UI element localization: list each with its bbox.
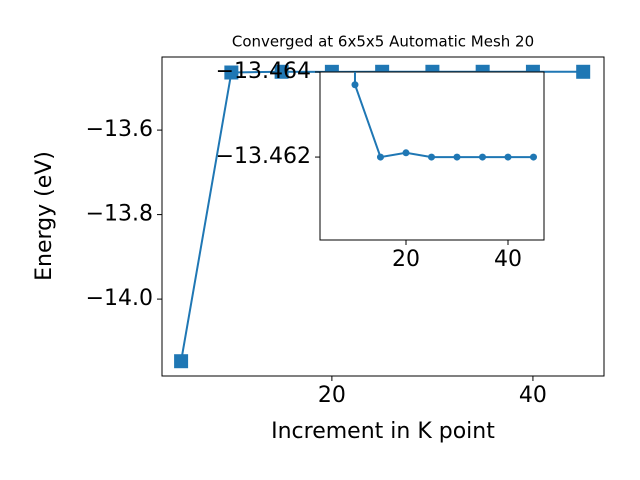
y-tick-label: −13.8 — [86, 202, 153, 227]
data-point — [351, 81, 359, 89]
data-point — [504, 153, 512, 161]
x-tick-label: 20 — [318, 383, 346, 408]
data-point — [274, 64, 289, 79]
data-point — [576, 64, 591, 79]
data-point — [529, 153, 537, 161]
y-tick-label: −13.464 — [216, 59, 311, 84]
data-point — [402, 149, 410, 157]
y-axis-label: Energy (eV) — [32, 151, 57, 281]
data-point — [478, 153, 486, 161]
y-tick-label: −13.6 — [86, 117, 153, 142]
y-tick-label: −13.462 — [216, 144, 311, 169]
y-tick-label: −14.0 — [86, 286, 153, 311]
chart-title: Converged at 6x5x5 Automatic Mesh 20 — [232, 33, 534, 51]
data-point — [376, 153, 384, 161]
data-point — [453, 153, 461, 161]
data-point — [174, 354, 189, 369]
x-axis-label: Increment in K point — [271, 419, 495, 444]
data-point — [427, 153, 435, 161]
x-tick-label: 40 — [519, 383, 547, 408]
x-tick-label: 40 — [494, 247, 522, 272]
x-tick-label: 20 — [392, 247, 420, 272]
series-group — [351, 72, 537, 161]
inset-plot: 20 40 −13.464 −13.462 — [216, 59, 545, 272]
data-point — [224, 65, 239, 80]
